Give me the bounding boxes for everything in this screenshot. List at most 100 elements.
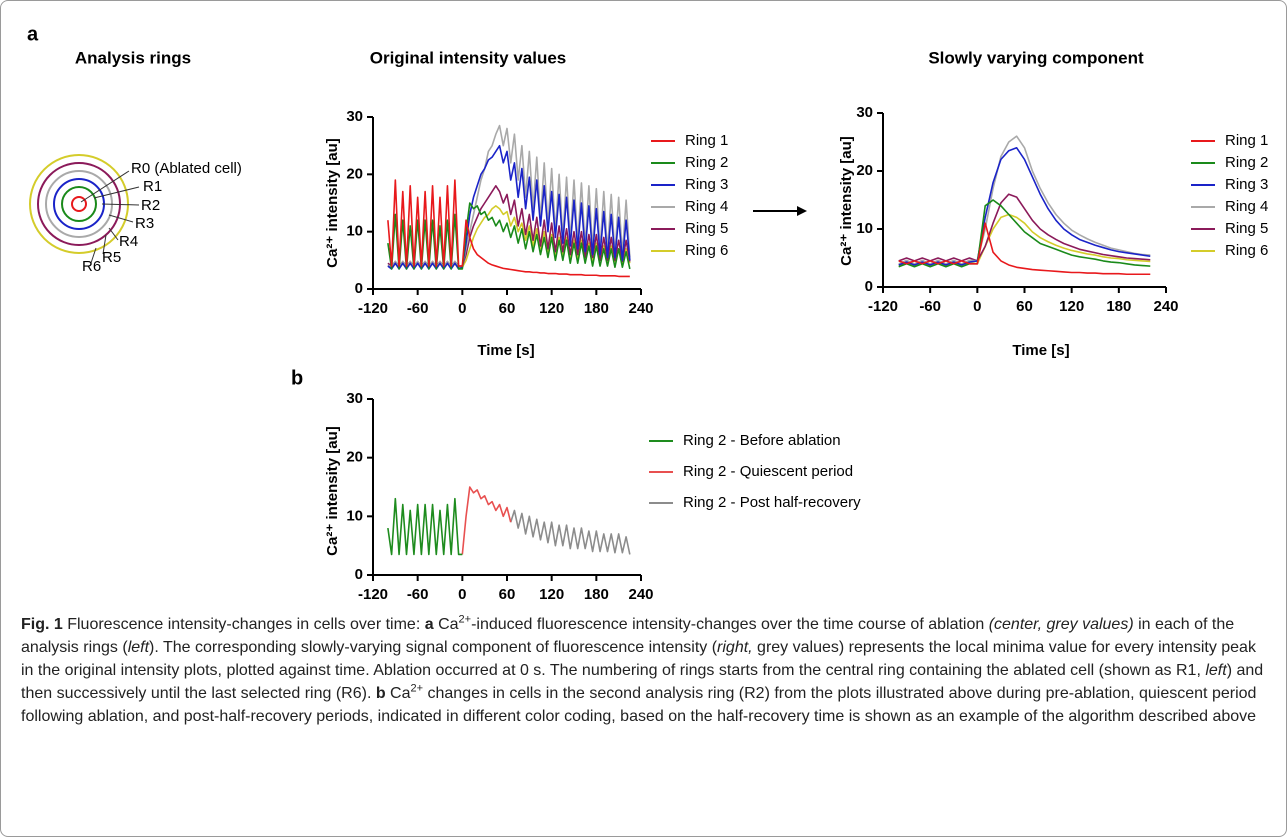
legend-label: Ring 2 xyxy=(1225,154,1268,171)
ring-label: R6 xyxy=(82,258,101,275)
caption-text: grey values) represents the local minima… xyxy=(21,639,1256,679)
y-tick-label: 0 xyxy=(865,278,873,295)
y-tick-label: 10 xyxy=(346,507,363,524)
caption-text: 2+ xyxy=(410,682,424,695)
caption-text: Ca xyxy=(433,616,459,633)
legend-label: Ring 4 xyxy=(685,198,728,215)
ring xyxy=(61,186,97,222)
x-tick-label: 60 xyxy=(499,300,516,317)
data-line xyxy=(898,199,1151,268)
data-line xyxy=(898,147,1151,266)
legend-label: Ring 2 - Before ablation xyxy=(683,432,841,449)
legend-label: Ring 1 xyxy=(685,132,728,149)
data-line xyxy=(898,222,1151,276)
y-tick-label: 30 xyxy=(346,390,363,407)
ring-label: R3 xyxy=(135,215,154,232)
x-tick-label: 60 xyxy=(499,586,516,603)
x-tick-label: -120 xyxy=(358,586,388,603)
legend-label: Ring 2 - Quiescent period xyxy=(683,463,853,480)
y-tick-label: 20 xyxy=(346,165,363,182)
leader-line xyxy=(108,214,134,223)
ring-diagram xyxy=(29,154,140,264)
leader-line xyxy=(80,170,130,203)
y-axis-label: Ca²⁺ intensity [au] xyxy=(838,136,855,266)
arrow xyxy=(753,206,807,216)
diagram-title: Analysis rings xyxy=(75,48,191,67)
ring-label: R0 (Ablated cell) xyxy=(131,160,242,177)
caption-text: 2+ xyxy=(458,613,472,626)
x-axis-label: Time [s] xyxy=(477,342,534,359)
caption-label: Fig. 1 xyxy=(21,616,63,633)
x-tick-label: 0 xyxy=(458,586,466,603)
x-tick-label: 180 xyxy=(584,300,609,317)
legend-label: Ring 5 xyxy=(685,220,728,237)
legend-label: Ring 2 - Post half-recovery xyxy=(683,494,861,511)
legend-label: Ring 2 xyxy=(685,154,728,171)
x-tick-label: 0 xyxy=(458,300,466,317)
leader-line xyxy=(108,227,119,241)
y-axis-label: Ca²⁺ intensity [au] xyxy=(324,138,341,268)
x-tick-label: -120 xyxy=(358,300,388,317)
y-tick-label: 30 xyxy=(856,104,873,121)
legend-label: Ring 4 xyxy=(1225,198,1268,215)
x-tick-label: 120 xyxy=(1059,298,1084,315)
y-tick-label: 10 xyxy=(346,223,363,240)
data-line xyxy=(898,135,1151,265)
leader-line xyxy=(102,234,107,255)
panel-label: b xyxy=(291,367,303,389)
arrow-head xyxy=(797,206,807,216)
caption-text: Fluorescence intensity-changes in cells … xyxy=(62,616,425,633)
caption-text: changes in cells in the second analysis … xyxy=(21,685,1257,725)
y-tick-label: 0 xyxy=(355,566,363,583)
panel-label: a xyxy=(27,23,39,45)
y-tick-label: 30 xyxy=(346,108,363,125)
legend-label: Ring 3 xyxy=(1225,176,1268,193)
caption-text: right, xyxy=(717,639,753,656)
x-tick-label: -60 xyxy=(407,300,429,317)
caption-text: in each of the analysis rings ( xyxy=(21,616,1235,656)
y-tick-label: 20 xyxy=(346,449,363,466)
x-tick-label: 240 xyxy=(628,586,653,603)
legend-label: Ring 6 xyxy=(685,242,728,259)
ring-label: R4 xyxy=(119,233,138,250)
x-tick-label: 0 xyxy=(973,298,981,315)
x-tick-label: -60 xyxy=(407,586,429,603)
caption-text: a xyxy=(424,616,434,633)
y-axis-label: Ca²⁺ intensity [au] xyxy=(324,426,341,556)
legend-label: Ring 5 xyxy=(1225,220,1268,237)
caption: Fig. 1 Fluorescence intensity-changes in… xyxy=(21,613,1271,728)
figure-graphics: a b Analysis rings R0 (Ablated cell) R1 … xyxy=(27,23,1268,603)
caption-text: ) and then successively until the last s… xyxy=(21,662,1264,702)
y-tick-label: 20 xyxy=(856,162,873,179)
ring xyxy=(29,154,129,254)
data-line xyxy=(509,509,631,555)
legend-label: Ring 3 xyxy=(685,176,728,193)
leader-line xyxy=(93,186,140,199)
caption-text: Ca xyxy=(385,685,411,702)
x-tick-label: 180 xyxy=(1106,298,1131,315)
caption-text: left xyxy=(127,639,150,656)
data-line xyxy=(898,193,1151,262)
ring xyxy=(71,196,87,212)
leader-line xyxy=(90,247,97,264)
caption-text: (center, grey values) xyxy=(988,616,1134,633)
data-line xyxy=(387,179,630,278)
leader-line xyxy=(101,203,140,206)
y-tick-label: 0 xyxy=(355,280,363,297)
caption-text: ). The corresponding slowly-varying sign… xyxy=(149,639,718,656)
ring-label: R2 xyxy=(141,197,160,214)
data-line xyxy=(461,486,512,555)
caption-text: -induced fluorescence intensity-changes … xyxy=(471,616,989,633)
ring-label: R5 xyxy=(102,249,121,266)
x-tick-label: 240 xyxy=(1153,298,1178,315)
x-tick-label: -60 xyxy=(919,298,941,315)
x-tick-label: 240 xyxy=(628,300,653,317)
ring-label: R1 xyxy=(143,178,162,195)
x-tick-label: 180 xyxy=(584,586,609,603)
x-tick-label: 120 xyxy=(539,586,564,603)
data-line xyxy=(387,497,463,556)
legend-label: Ring 6 xyxy=(1225,242,1268,259)
caption-text: b xyxy=(375,685,386,702)
x-axis-label: Time [s] xyxy=(1012,342,1069,359)
